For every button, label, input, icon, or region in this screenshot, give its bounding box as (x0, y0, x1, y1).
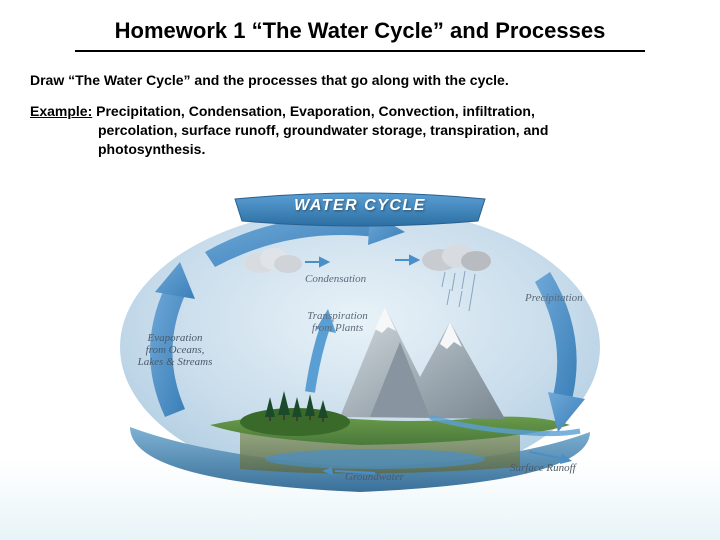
example-label: Example: (30, 103, 92, 119)
label-condensation: Condensation (305, 273, 366, 285)
example-line2: percolation, surface runoff, groundwater… (30, 121, 690, 140)
label-surface-runoff: Surface Runoff (510, 462, 576, 474)
water-cycle-diagram: WATER CYCLE Condensation Precipitation E… (110, 177, 610, 497)
example-line3: photosynthesis. (30, 140, 690, 159)
page-title: Homework 1 “The Water Cycle” and Process… (75, 0, 646, 52)
instruction-text: Draw “The Water Cycle” and the processes… (0, 66, 720, 102)
example-line1: Precipitation, Condensation, Evaporation… (92, 103, 535, 119)
banner-text: WATER CYCLE (230, 197, 490, 215)
label-transpiration: Transpiration from Plants (300, 310, 375, 334)
label-evaporation: Evaporation from Oceans, Lakes & Streams (130, 332, 220, 368)
example-block: Example: Precipitation, Condensation, Ev… (0, 102, 720, 169)
title-banner: WATER CYCLE (230, 191, 490, 229)
label-precipitation: Precipitation (525, 292, 583, 304)
label-groundwater: Groundwater (345, 471, 404, 483)
